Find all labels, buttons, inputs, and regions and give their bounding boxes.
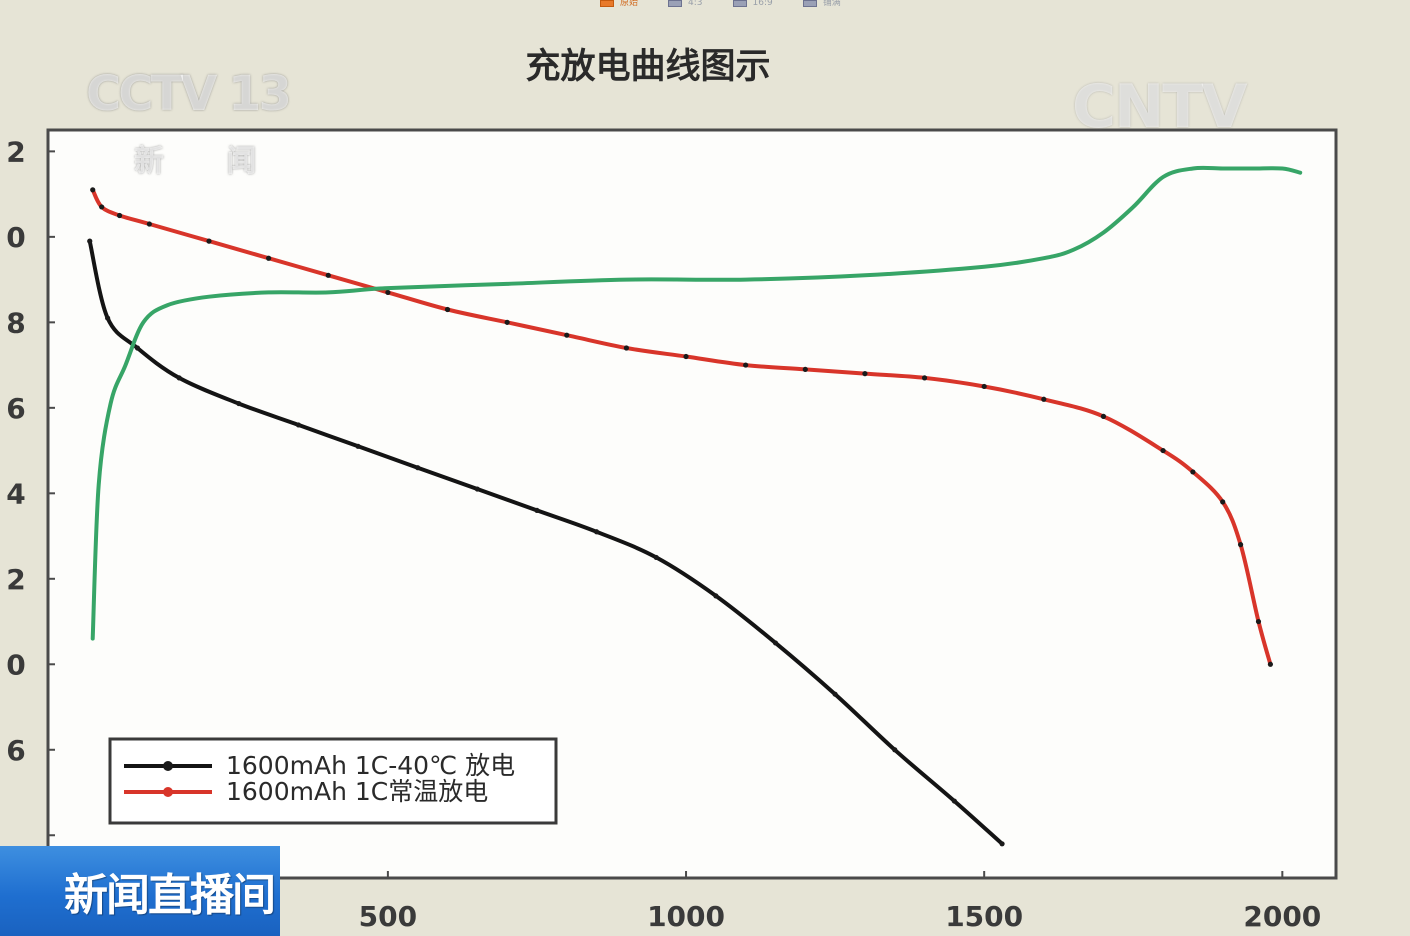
checkbox-icon [732, 0, 747, 7]
data-point [892, 747, 898, 753]
data-point [134, 345, 141, 351]
aspect-original-label: 原始 [620, 0, 639, 8]
chart-title: 充放电曲线图示 [525, 47, 770, 87]
data-point [295, 422, 302, 428]
data-point [1220, 499, 1226, 505]
y-tick-label: 6 [6, 734, 25, 767]
data-point [593, 529, 600, 535]
data-point [832, 691, 838, 697]
data-point [1190, 469, 1196, 475]
data-point [802, 366, 808, 372]
legend-swatch-marker [163, 787, 173, 797]
data-point [474, 486, 480, 492]
data-point [415, 465, 421, 471]
y-tick-label: 0 [6, 648, 25, 681]
series-line-unlabeled [90, 165, 1303, 641]
data-point [116, 212, 123, 219]
data-point [266, 255, 272, 261]
data-point [385, 289, 391, 296]
data-point [1041, 396, 1047, 402]
aspect-4-3-label: 4:3 [688, 0, 703, 8]
aspect-fill-label: 铺满 [822, 0, 841, 8]
channel-name-watermark: 新 闻 [134, 144, 283, 179]
x-tick-label: 1500 [945, 900, 1023, 933]
aspect-original-button[interactable]: 原始 [600, 0, 639, 8]
aspect-fill-button[interactable]: 铺满 [802, 0, 841, 8]
data-point [504, 319, 510, 325]
data-point [1267, 661, 1274, 667]
data-point [87, 238, 93, 244]
data-point [90, 187, 96, 193]
x-axis-ticks: 500 1000 1500 2000 [359, 871, 1321, 933]
y-tick-label: 2 [6, 563, 25, 596]
data-point [772, 640, 779, 646]
cctv13-watermark: CCTV 13 [86, 66, 292, 122]
legend-label: 1600mAh 1C-40℃ 放电 [226, 751, 515, 780]
data-point [1237, 542, 1244, 548]
aspect-4-3-button[interactable]: 4:3 [668, 0, 703, 8]
data-point [862, 371, 868, 377]
video-aspect-bar: 原始 4:3 16:9 铺满 [600, 0, 920, 10]
data-point [99, 204, 105, 210]
data-point [683, 353, 689, 360]
checkbox-icon [600, 0, 614, 7]
legend-label: 1600mAh 1C常温放电 [226, 777, 488, 806]
data-point [1255, 618, 1262, 625]
y-tick-label: 0 [6, 221, 25, 254]
data-point [653, 554, 659, 561]
data-point [921, 375, 928, 381]
y-tick-label: 8 [6, 306, 25, 339]
checkbox-icon [668, 0, 683, 7]
data-point [105, 315, 111, 321]
data-point [1100, 413, 1107, 419]
data-point [444, 306, 451, 313]
data-point [623, 345, 630, 351]
y-tick-label: 2 [6, 135, 25, 168]
aspect-16-9-button[interactable]: 16:9 [732, 0, 773, 8]
data-point [999, 841, 1005, 847]
aspect-16-9-label: 16:9 [752, 0, 773, 8]
data-point [355, 443, 361, 449]
x-tick-label: 500 [359, 900, 417, 933]
data-point [206, 238, 212, 244]
data-point [146, 221, 152, 227]
y-axis-ticks: 6 0 2 4 6 8 0 2 [6, 135, 55, 837]
legend-swatch-marker [163, 761, 173, 771]
data-point [951, 798, 957, 804]
y-tick-label: 6 [6, 392, 25, 425]
data-point [236, 400, 242, 407]
x-tick-label: 1000 [647, 900, 725, 933]
data-point [1160, 447, 1166, 454]
y-tick-label: 4 [6, 477, 25, 510]
data-point [325, 272, 331, 278]
series-layer [87, 165, 1303, 847]
data-point [743, 362, 749, 368]
data-point [564, 332, 570, 338]
program-banner-title: 新闻直播间 [64, 870, 276, 921]
checkbox-icon [802, 0, 817, 7]
data-point [713, 593, 719, 599]
cntv-watermark: CNTV [1072, 72, 1248, 142]
data-point [176, 375, 182, 381]
data-point [981, 383, 987, 390]
data-point [534, 507, 540, 514]
x-tick-label: 2000 [1243, 900, 1321, 933]
program-banner: 新闻直播间 [0, 846, 280, 936]
legend-box [108, 737, 558, 825]
